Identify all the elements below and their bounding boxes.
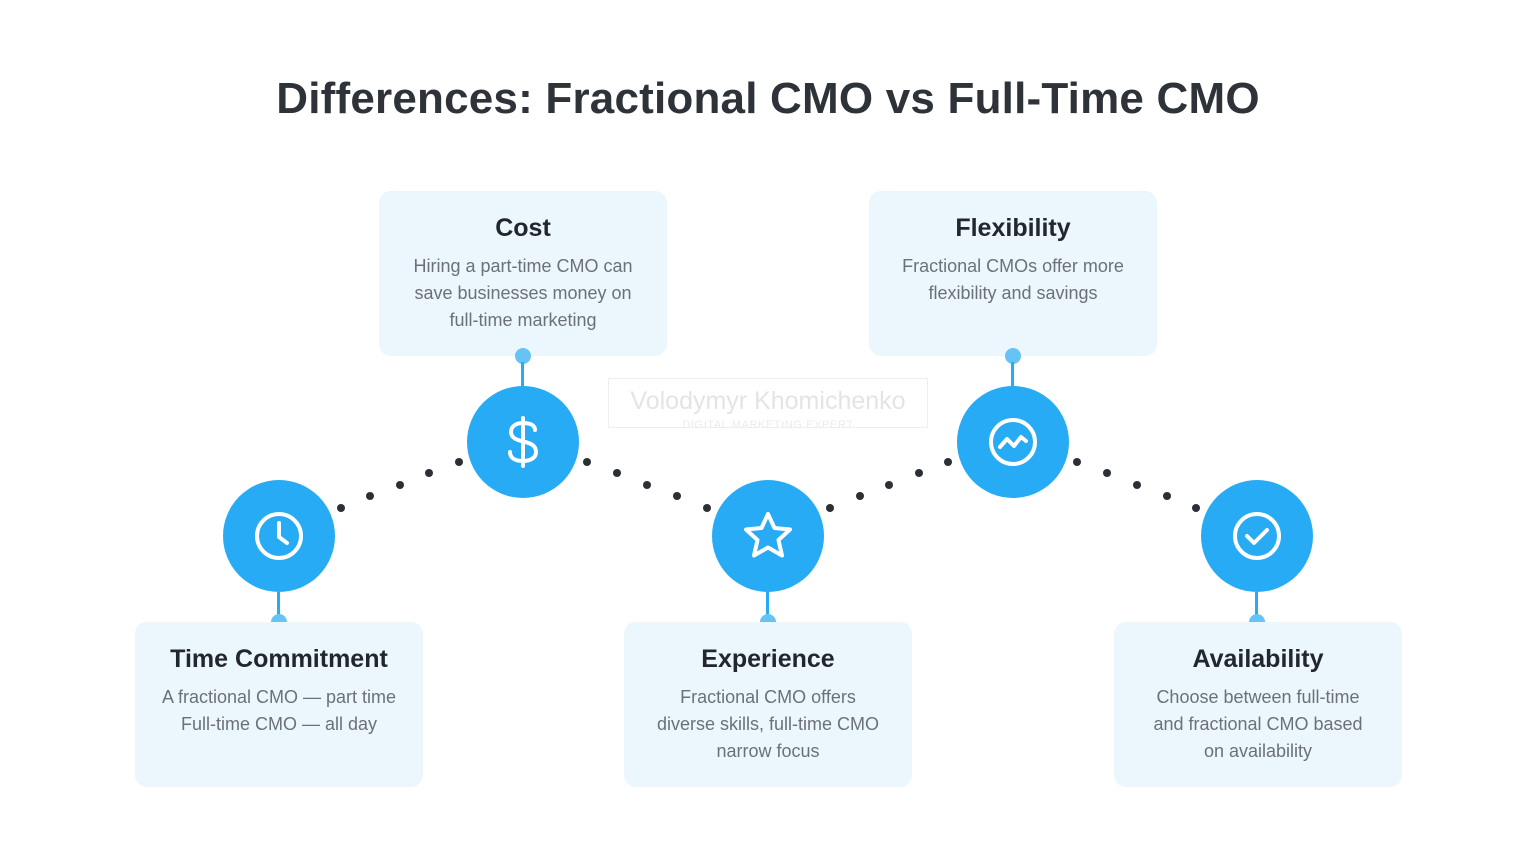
card-title: Experience — [701, 645, 835, 673]
availability-card: Availability Choose between full-time an… — [1114, 622, 1402, 787]
card-title: Flexibility — [955, 214, 1071, 242]
check-circle-icon — [1233, 512, 1281, 560]
flexibility-circle — [957, 386, 1069, 498]
path-dot — [337, 504, 345, 512]
watermark-subtitle: DIGITAL MARKETING EXPERT — [682, 419, 854, 431]
flexibility-connector — [1011, 362, 1014, 388]
watermark: Volodymyr Khomichenko DIGITAL MARKETING … — [608, 378, 928, 431]
path-dot — [673, 492, 681, 500]
time-commitment-circle — [223, 480, 335, 592]
time-commitment-connector — [277, 592, 280, 618]
card-text: Choose between full-time and fractional … — [1153, 687, 1363, 761]
path-dot — [1103, 469, 1111, 477]
dollar-icon — [508, 416, 539, 468]
path-dot — [1163, 492, 1171, 500]
path-dot — [396, 481, 404, 489]
clock-icon — [255, 512, 303, 560]
card-title: Availability — [1192, 645, 1324, 673]
card-title: Time Commitment — [170, 645, 388, 673]
experience-circle — [712, 480, 824, 592]
path-dot — [856, 492, 864, 500]
card-text: Fractional CMOs offer more flexibility a… — [902, 256, 1124, 303]
experience-card: Experience Fractional CMO offers diverse… — [624, 622, 912, 787]
path-dot — [455, 458, 463, 466]
path-dot — [425, 469, 433, 477]
path-dot — [703, 504, 711, 512]
trend-icon — [989, 418, 1037, 466]
card-text: A fractional CMO — part time Full-time C… — [161, 687, 397, 734]
path-dot — [643, 481, 651, 489]
path-dot — [944, 458, 952, 466]
path-dot — [613, 469, 621, 477]
path-dot — [885, 481, 893, 489]
path-dot — [1192, 504, 1200, 512]
path-dot — [915, 469, 923, 477]
availability-circle — [1201, 480, 1313, 592]
path-dot — [826, 504, 834, 512]
path-dot — [1073, 458, 1081, 466]
flexibility-node — [1005, 348, 1021, 364]
time-commitment-card: Time Commitment A fractional CMO — part … — [135, 622, 423, 787]
card-text: Fractional CMO offers diverse skills, fu… — [656, 687, 880, 761]
cost-card: Cost Hiring a part-time CMO can save bus… — [379, 191, 667, 356]
star-icon — [744, 512, 792, 558]
flexibility-card: Flexibility Fractional CMOs offer more f… — [869, 191, 1157, 356]
card-title: Cost — [495, 214, 551, 242]
path-dot — [583, 458, 591, 466]
path-dot — [1133, 481, 1141, 489]
page-title: Differences: Fractional CMO vs Full-Time… — [276, 74, 1260, 123]
availability-connector — [1255, 592, 1258, 618]
cost-circle — [467, 386, 579, 498]
watermark-name: Volodymyr Khomichenko — [630, 387, 906, 415]
experience-connector — [766, 592, 769, 618]
cost-node — [515, 348, 531, 364]
path-dot — [366, 492, 374, 500]
cost-connector — [521, 362, 524, 388]
card-text: Hiring a part-time CMO can save business… — [413, 256, 633, 330]
